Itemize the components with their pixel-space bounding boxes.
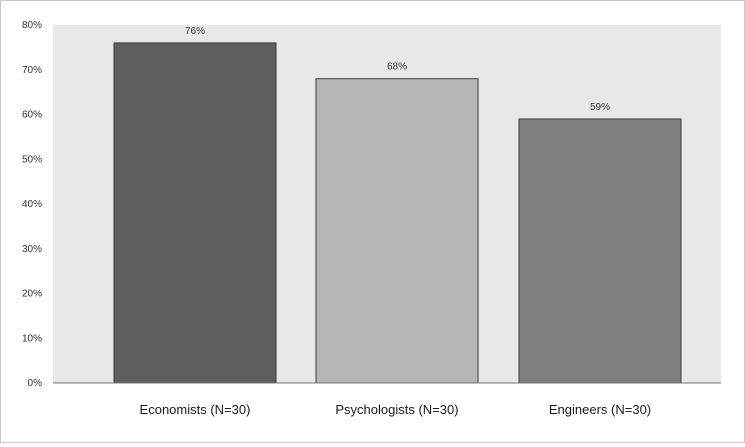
bar-value-label: 76% bbox=[185, 26, 205, 37]
y-tick-label: 0% bbox=[28, 378, 43, 389]
bar-value-label: 59% bbox=[590, 102, 610, 113]
x-category-label: Psychologists (N=30) bbox=[335, 402, 458, 417]
y-tick-label: 80% bbox=[22, 20, 42, 31]
bars bbox=[113, 42, 682, 384]
y-axis-tick-labels: 0% 10% 20% 30% 40% 50% 60% 70% 80% bbox=[22, 20, 42, 389]
data-labels: 76% 68% 59% bbox=[185, 26, 610, 113]
y-tick-label: 40% bbox=[22, 199, 42, 210]
x-axis-tick-labels: Economists (N=30) Psychologists (N=30) Eng… bbox=[140, 402, 652, 417]
x-category-label: Engineers (N=30) bbox=[549, 402, 651, 417]
y-tick-label: 10% bbox=[22, 333, 42, 344]
y-tick-label: 60% bbox=[22, 110, 42, 121]
y-tick-label: 50% bbox=[22, 154, 42, 165]
bar-value-label: 68% bbox=[387, 62, 407, 73]
y-tick-label: 30% bbox=[22, 244, 42, 255]
bar bbox=[315, 78, 479, 384]
x-category-label: Economists (N=30) bbox=[140, 402, 251, 417]
bar bbox=[113, 42, 277, 384]
bar bbox=[518, 118, 682, 384]
y-tick-label: 70% bbox=[22, 65, 42, 76]
y-tick-label: 20% bbox=[22, 289, 42, 300]
